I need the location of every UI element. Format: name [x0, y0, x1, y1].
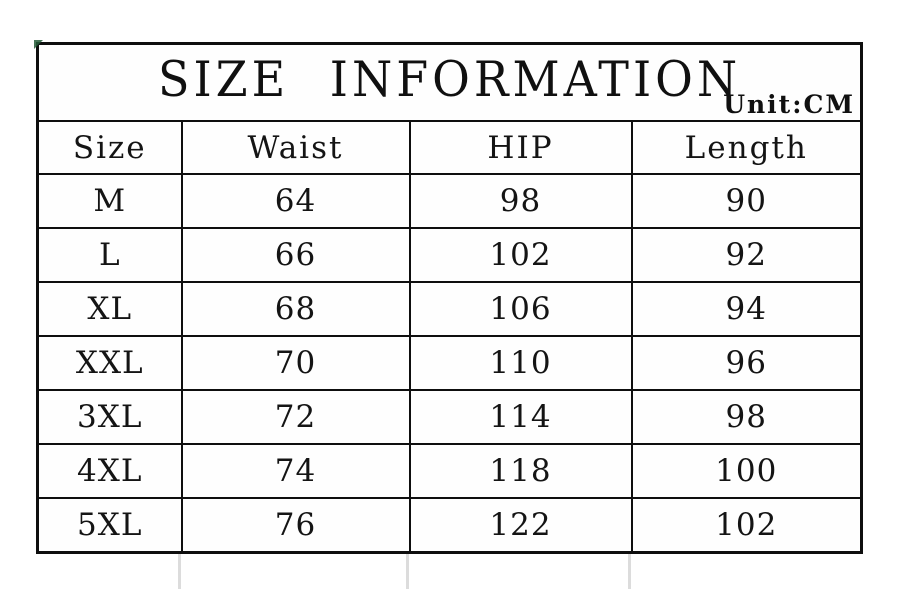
corner-scan-artifact	[34, 40, 43, 49]
table-row: 4XL 74 118 100	[36, 443, 863, 499]
hip-cell: 110	[408, 335, 633, 391]
waist-cell: 66	[180, 227, 411, 283]
length-cell: 102	[630, 497, 863, 553]
title-row: SIZE INFORMATION Unit:CM	[36, 42, 863, 122]
hip-cell: 98	[408, 173, 633, 229]
size-cell: 3XL	[36, 389, 183, 445]
ghost-column-line	[406, 554, 409, 589]
length-cell: 98	[630, 389, 863, 445]
size-cell: L	[36, 227, 183, 283]
length-cell: 96	[630, 335, 863, 391]
hip-cell: 102	[408, 227, 633, 283]
unit-label: Unit:CM	[723, 90, 856, 119]
size-cell: M	[36, 173, 183, 229]
header-row: Size Waist HIP Length	[36, 120, 863, 175]
table-row: M 64 98 90	[36, 173, 863, 229]
ghost-column-line	[178, 554, 181, 589]
column-header-length: Length	[630, 120, 863, 175]
size-cell: XXL	[36, 335, 183, 391]
page-title: SIZE INFORMATION	[157, 50, 742, 107]
hip-cell: 114	[408, 389, 633, 445]
column-header-hip: HIP	[408, 120, 633, 175]
waist-cell: 70	[180, 335, 411, 391]
size-cell: XL	[36, 281, 183, 337]
waist-cell: 64	[180, 173, 411, 229]
table-row: L 66 102 92	[36, 227, 863, 283]
length-cell: 92	[630, 227, 863, 283]
ghost-column-line	[628, 554, 631, 589]
length-cell: 100	[630, 443, 863, 499]
waist-cell: 74	[180, 443, 411, 499]
waist-cell: 68	[180, 281, 411, 337]
hip-cell: 118	[408, 443, 633, 499]
table-row: XL 68 106 94	[36, 281, 863, 337]
hip-cell: 106	[408, 281, 633, 337]
title-cell: SIZE INFORMATION Unit:CM	[36, 42, 863, 122]
size-cell: 5XL	[36, 497, 183, 553]
hip-cell: 122	[408, 497, 633, 553]
waist-cell: 76	[180, 497, 411, 553]
table-row: 3XL 72 114 98	[36, 389, 863, 445]
table-row: XXL 70 110 96	[36, 335, 863, 391]
size-information-table: SIZE INFORMATION Unit:CM Size Waist HIP …	[36, 42, 864, 554]
table-row: 5XL 76 122 102	[36, 497, 863, 553]
length-cell: 94	[630, 281, 863, 337]
size-cell: 4XL	[36, 443, 183, 499]
column-header-size: Size	[36, 120, 183, 175]
column-header-waist: Waist	[180, 120, 411, 175]
length-cell: 90	[630, 173, 863, 229]
waist-cell: 72	[180, 389, 411, 445]
